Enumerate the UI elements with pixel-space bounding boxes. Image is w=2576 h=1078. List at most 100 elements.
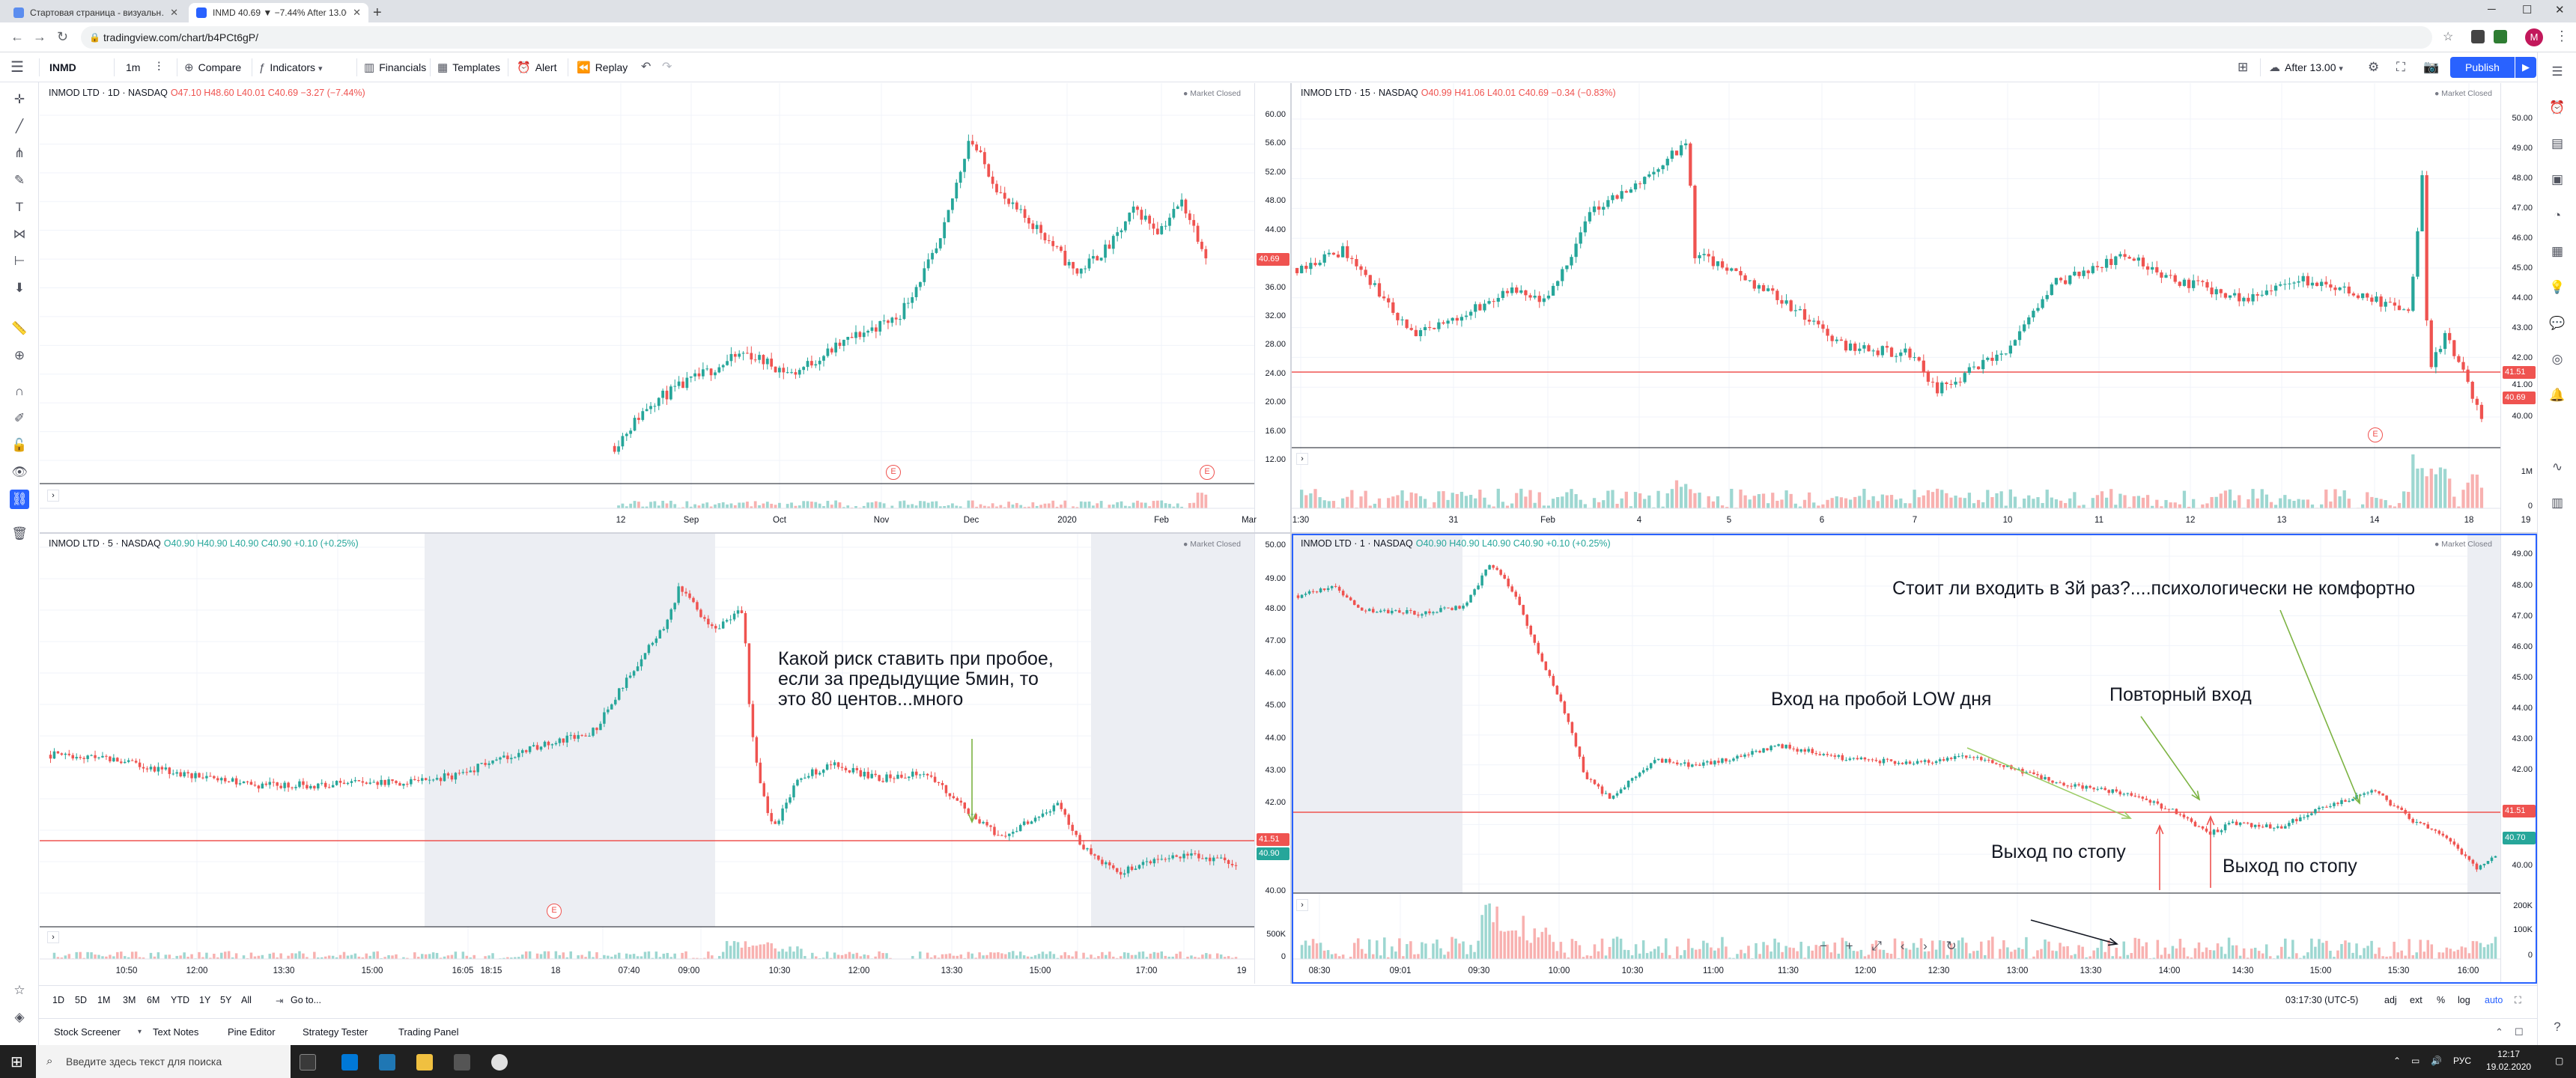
range-1d[interactable]: 1D	[52, 995, 64, 1005]
url-field[interactable]: 🔒 tradingview.com/chart/b4PCt6gP/	[81, 26, 2432, 49]
back-icon[interactable]: ←	[10, 29, 24, 44]
browser-tab[interactable]: Стартовая страница - визуальн… ✕	[6, 3, 186, 22]
range-5y[interactable]: 5Y	[220, 995, 232, 1005]
taskbar-search[interactable]: ⌕ Введите здесь текст для поиска	[36, 1045, 291, 1078]
trend-line-icon[interactable]: ╱	[15, 119, 24, 133]
ideas-icon[interactable]: 💡	[2549, 280, 2566, 294]
annotation-stop-1[interactable]: Выход по стопу	[1991, 841, 2126, 862]
utc-time[interactable]: 03:17:30 (UTC-5)	[2285, 995, 2359, 1005]
tab-pine-editor[interactable]: Pine Editor	[228, 1026, 276, 1038]
range-1y[interactable]: 1Y	[199, 995, 211, 1005]
details-icon[interactable]: ▤	[2551, 136, 2564, 150]
windows-start-icon[interactable]: ⊞	[10, 1054, 23, 1071]
tab-stock-screener[interactable]: Stock Screener	[54, 1026, 121, 1038]
link-icon[interactable]: ⛓	[10, 490, 29, 509]
price-axis[interactable]: 50.00 49.00 48.00 47.00 46.00 45.00 44.00 43.00…	[1254, 534, 1290, 984]
chart-pane-1m[interactable]: INMOD LTD · 1 · NASDAQ O40.90 H40.90 L40.…	[1292, 534, 2537, 984]
browser-tab-active[interactable]: INMD 40.69 ▼ −7.44% After 13.00 ✕	[189, 3, 368, 22]
reset-chart-icon[interactable]: ↻	[1945, 939, 1957, 953]
layers-icon[interactable]: ◈	[14, 1010, 25, 1024]
zoom-in-icon[interactable]: ⊕	[13, 348, 25, 362]
notifications-icon[interactable]: 🔔	[2549, 388, 2566, 402]
price-axis[interactable]: 50.00 49.00 48.00 47.00 46.00 45.00 44.00 43.00…	[2500, 83, 2537, 532]
price-chart[interactable]	[1292, 534, 2537, 984]
store-icon[interactable]	[454, 1054, 470, 1071]
price-chart[interactable]	[40, 83, 1290, 532]
data-window-icon[interactable]: ▣	[2551, 172, 2564, 186]
log-toggle[interactable]: log	[2458, 995, 2470, 1005]
percent-toggle[interactable]: %	[2437, 995, 2446, 1005]
zoom-out-icon[interactable]: −	[1820, 939, 1827, 953]
gear-icon[interactable]: ⚙	[2368, 60, 2380, 74]
new-tab-icon[interactable]: +	[373, 4, 382, 21]
volume-icon[interactable]: 🔊	[2431, 1056, 2442, 1066]
layout-icon[interactable]: ⊞	[2238, 60, 2249, 74]
price-axis[interactable]: 60.00 56.00 52.00 48.00 44.00 40.69 36.00 32.00…	[1254, 83, 1290, 532]
earnings-badge[interactable]: E	[1200, 465, 1215, 480]
undo-icon[interactable]: ↶	[641, 61, 651, 73]
menu-icon[interactable]: ☰	[10, 59, 24, 76]
earnings-badge[interactable]: E	[547, 904, 562, 919]
eye-icon[interactable]: 👁	[11, 465, 28, 479]
streams-icon[interactable]: ◎	[2551, 352, 2563, 366]
network-icon[interactable]: ▭	[2411, 1056, 2420, 1066]
symbol-search-button[interactable]: INMD	[49, 61, 76, 73]
compare-button[interactable]: ⊕ Compare	[184, 52, 241, 82]
pitchfork-icon[interactable]: ⋔	[13, 146, 25, 160]
dom-icon[interactable]: ▥	[2551, 496, 2564, 510]
camera-icon[interactable]: 📷	[2423, 60, 2440, 74]
more-icon[interactable]: ⋮	[2555, 28, 2569, 43]
range-3m[interactable]: 3M	[123, 995, 136, 1005]
chevron-right-icon[interactable]: ›	[1296, 899, 1308, 911]
star-icon[interactable]: ☆	[13, 983, 25, 997]
pane-divider-horizontal[interactable]	[40, 532, 1290, 534]
chart-pane-15m[interactable]: INMOD LTD · 15 · NASDAQ O40.99 H41.06 L40…	[1292, 83, 2537, 532]
scroll-left-icon[interactable]: ‹	[1900, 939, 1905, 953]
brush-icon[interactable]: ✎	[13, 173, 25, 187]
price-chart[interactable]	[40, 534, 1290, 984]
auto-toggle[interactable]: auto	[2485, 995, 2503, 1005]
goto-button[interactable]: Go to...	[291, 995, 321, 1005]
chart-pane-daily[interactable]: INMOD LTD · 1D · NASDAQ O47.10 H48.60 L40…	[40, 83, 1290, 532]
avatar[interactable]: M	[2525, 28, 2543, 46]
forward-icon[interactable]: →	[33, 29, 46, 44]
watchlist-icon[interactable]: ☰	[2551, 64, 2563, 79]
chrome-icon[interactable]	[491, 1054, 508, 1071]
earnings-badge[interactable]: E	[2368, 427, 2383, 442]
tab-strategy-tester[interactable]: Strategy Tester	[303, 1026, 368, 1038]
window-close-icon[interactable]: ✕	[2555, 4, 2565, 16]
chat-icon[interactable]: 💬	[2549, 316, 2566, 330]
explorer-icon[interactable]	[416, 1054, 433, 1071]
alarm-clock-icon[interactable]: ⏰	[2549, 100, 2566, 115]
crosshair-icon[interactable]: ✛	[13, 92, 25, 106]
session-button[interactable]: ☁ After 13.00 ▾	[2269, 52, 2343, 82]
price-axis[interactable]: 49.00 48.00 47.00 46.00 45.00 44.00 43.00 42.00…	[2500, 534, 2537, 984]
calendar-icon[interactable]: ▦	[2551, 244, 2564, 258]
annotation-repeat-entry[interactable]: Повторный вход	[2109, 684, 2252, 705]
annotation-entry-low[interactable]: Вход на пробой LOW дня	[1771, 689, 1992, 710]
range-5d[interactable]: 5D	[75, 995, 87, 1005]
adj-toggle[interactable]: adj	[2384, 995, 2397, 1005]
range-ytd[interactable]: YTD	[171, 995, 189, 1005]
redo-icon[interactable]: ↷	[662, 61, 672, 73]
interval-button[interactable]: 1m	[126, 61, 141, 73]
tab-text-notes[interactable]: Text Notes	[153, 1026, 199, 1038]
text-icon[interactable]: T	[15, 200, 24, 214]
chart-pane-5m[interactable]: INMOD LTD · 5 · NASDAQ O40.90 H40.90 L40.…	[40, 534, 1290, 984]
indicators-button[interactable]: ƒ Indicators ▾	[259, 52, 322, 82]
trash-icon[interactable]: 🗑	[11, 526, 28, 540]
play-icon[interactable]: ▶	[2515, 57, 2536, 78]
chevron-right-icon[interactable]: ›	[47, 931, 59, 943]
chevron-right-icon[interactable]: ›	[47, 490, 59, 502]
hotlist-icon[interactable]: ◔	[2553, 208, 2562, 222]
fullscreen-icon[interactable]: ⛶	[2396, 60, 2405, 74]
scroll-right-icon[interactable]: ›	[1923, 939, 1928, 953]
price-chart[interactable]	[1292, 83, 2537, 532]
ext-toggle[interactable]: ext	[2410, 995, 2422, 1005]
maximize-panel-icon[interactable]: ☐	[2515, 1026, 2524, 1038]
maximize-icon[interactable]: ☐	[2522, 4, 2533, 16]
close-icon[interactable]: ✕	[170, 7, 178, 18]
task-view-icon[interactable]	[300, 1054, 316, 1071]
chart-style-icon[interactable]: ⫶	[157, 60, 161, 74]
alert-button[interactable]: ⏰ Alert	[517, 52, 556, 82]
